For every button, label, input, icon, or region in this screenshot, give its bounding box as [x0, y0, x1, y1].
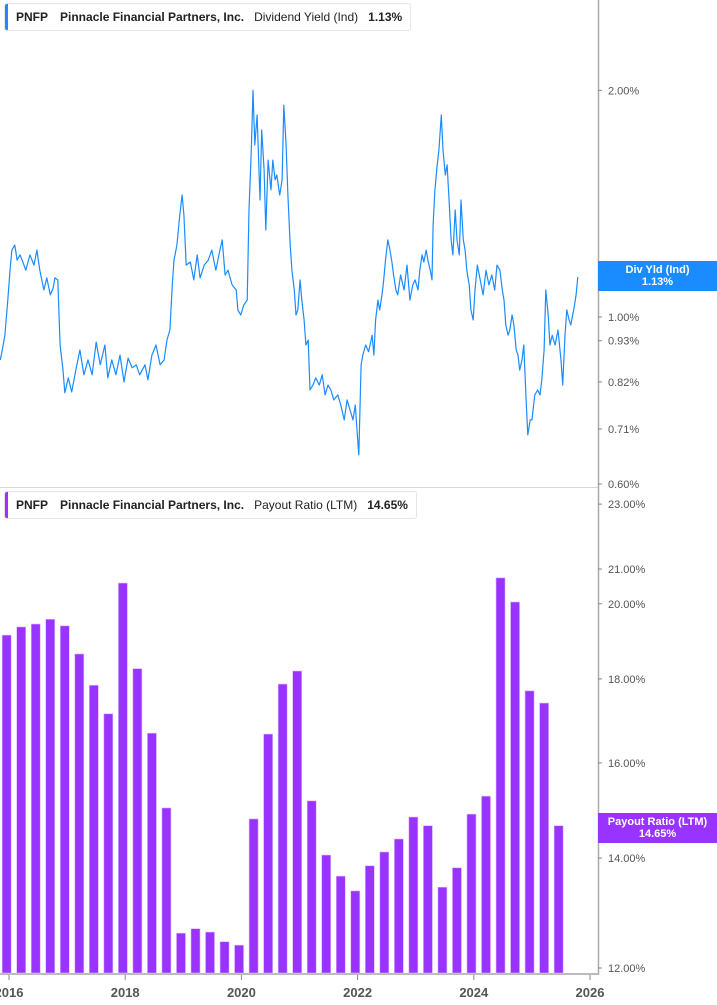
metric-name: Payout Ratio (LTM): [254, 498, 358, 512]
y-tick-label: 23.00%: [608, 499, 646, 511]
payout-bar-2023-Q1: [423, 825, 433, 974]
payout-bar-2017-Q2: [89, 684, 99, 974]
payout-bar-2020-Q2: [263, 733, 273, 974]
y-tick-label: 1.00%: [608, 312, 639, 324]
payout-bar-2021-Q4: [350, 890, 361, 974]
x-ticks: 2016 2018 2020 2022 2024 2026: [0, 975, 604, 1000]
payout-bar-2021-Q2: [321, 854, 332, 974]
payout-bar-2017-Q3: [103, 713, 114, 974]
payout-bar-2022-Q3: [394, 838, 404, 974]
payout-bar-2022-Q2: [379, 851, 390, 974]
payout-bars: [1, 577, 564, 974]
payout-bar-2017-Q1: [74, 653, 85, 974]
metric-value: 1.13%: [368, 10, 403, 24]
y-tick-label: 0.71%: [608, 424, 639, 436]
y-tick-label: 0.82%: [608, 377, 639, 389]
x-tick-label: 2022: [343, 985, 372, 1000]
x-tick-label: 2026: [576, 985, 605, 1000]
ticker: PNFP: [16, 10, 49, 24]
metric-value: 14.65%: [367, 498, 408, 512]
payout-bar-2025-Q2: [553, 825, 564, 974]
ticker: PNFP: [16, 498, 49, 512]
payout-bar-2015-Q4: [1, 634, 12, 974]
top-legend: PNFP Pinnacle Financial Partners, Inc. D…: [4, 3, 412, 31]
payout-bar-2023-Q3: [452, 867, 462, 974]
x-tick-label: 2016: [0, 985, 23, 1000]
payout-bar-2025-Q1: [539, 702, 549, 974]
dividend-yield-line: [0, 89, 579, 456]
payout-bar-2020-Q3: [277, 683, 288, 974]
bottom-legend: PNFP Pinnacle Financial Partners, Inc. P…: [4, 491, 417, 519]
payout-bar-2019-Q4: [234, 944, 244, 974]
axes-frame: [0, 0, 600, 975]
payout-bar-2019-Q1: [190, 928, 201, 974]
x-tick-label: 2018: [111, 985, 140, 1000]
payout-bar-2018-Q4: [176, 932, 186, 974]
y-tick-label: 18.00%: [608, 674, 646, 686]
dividend-yield-value-tag: Div Yld (Ind) 1.13%: [598, 261, 717, 291]
payout-bar-2022-Q1: [365, 865, 375, 974]
payout-bar-2024-Q1: [481, 795, 491, 974]
payout-bar-2022-Q4: [408, 816, 419, 974]
y-tick-label: 0.60%: [608, 479, 639, 491]
y-tick-label: 16.00%: [608, 758, 646, 770]
payout-bar-2021-Q1: [306, 800, 317, 974]
y-tick-label: 0.93%: [608, 336, 639, 348]
tag-value: 1.13%: [641, 276, 674, 288]
series-color-swatch: [5, 492, 8, 518]
payout-bar-2018-Q2: [147, 732, 157, 974]
tag-label: Payout Ratio (LTM): [607, 816, 708, 828]
payout-bar-2024-Q3: [510, 601, 520, 974]
tag-label: Div Yld (Ind): [625, 264, 690, 276]
payout-bar-2021-Q3: [335, 875, 346, 974]
bottom-y-ticks: 23.00% 21.00% 20.00% 18.00% 16.00% 14.00% 12.0…: [598, 499, 646, 975]
payout-bar-2019-Q2: [205, 931, 215, 974]
payout-bar-2023-Q2: [437, 886, 448, 974]
payout-bar-2024-Q2: [495, 577, 506, 974]
y-tick-label: 14.00%: [608, 853, 646, 865]
payout-bar-2018-Q3: [161, 807, 172, 974]
y-tick-label: 12.00%: [608, 963, 646, 975]
x-tick-label: 2024: [459, 985, 489, 1000]
y-tick-label: 2.00%: [608, 85, 639, 97]
tag-value: 14.65%: [638, 828, 677, 840]
payout-bar-2023-Q4: [466, 813, 477, 974]
y-tick-label: 20.00%: [608, 599, 646, 611]
payout-bar-2018-Q1: [132, 668, 143, 974]
x-tick-label: 2020: [227, 985, 256, 1000]
y-tick-label: 21.00%: [608, 564, 646, 576]
payout-bar-2020-Q4: [292, 670, 302, 974]
series-color-swatch: [5, 4, 8, 30]
payout-bar-2019-Q3: [219, 941, 230, 974]
payout-bar-2024-Q4: [524, 690, 535, 974]
payout-bar-2017-Q4: [118, 582, 128, 974]
top-y-ticks: 2.00% 1.00% 0.93% 0.82% 0.71% 0.60%: [598, 85, 639, 491]
company-name: Pinnacle Financial Partners, Inc.: [60, 498, 245, 512]
payout-bar-2016-Q4: [59, 625, 70, 974]
company-name: Pinnacle Financial Partners, Inc.: [60, 10, 245, 24]
payout-ratio-value-tag: Payout Ratio (LTM) 14.65%: [598, 813, 717, 843]
payout-bar-2016-Q2: [30, 623, 41, 974]
metric-name: Dividend Yield (Ind): [254, 10, 359, 24]
payout-bar-2016-Q3: [45, 618, 56, 974]
payout-bar-2016-Q1: [16, 626, 27, 974]
payout-bar-2020-Q1: [248, 818, 259, 974]
